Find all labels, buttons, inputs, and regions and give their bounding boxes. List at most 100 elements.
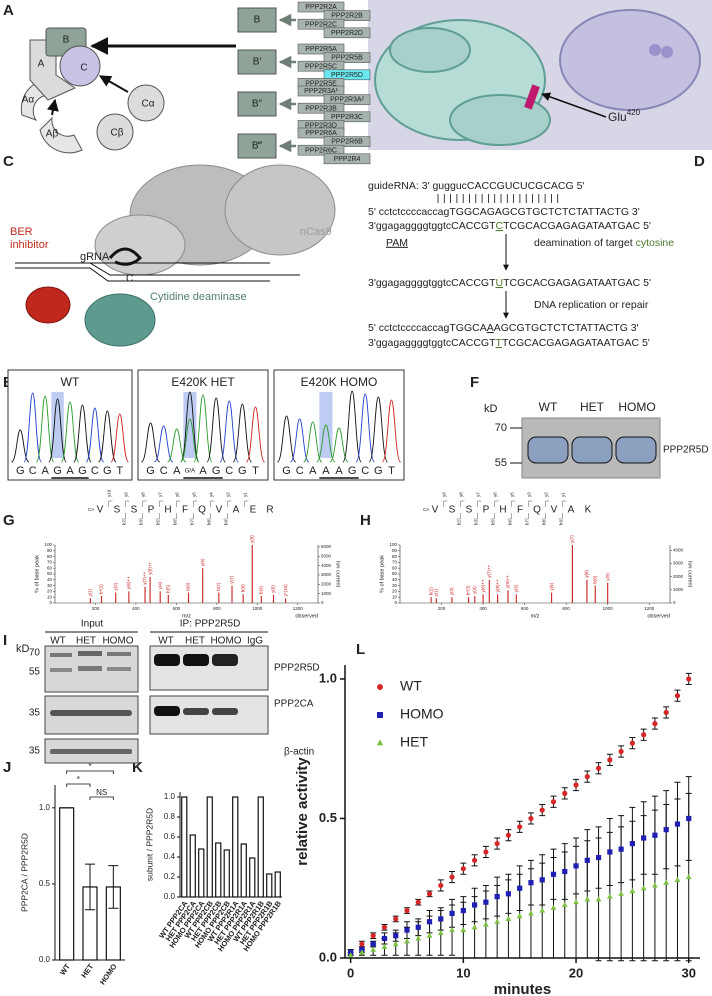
seq-part: ggg <box>411 277 429 289</box>
trace-peak <box>60 401 80 463</box>
point <box>438 882 444 889</box>
point <box>483 899 489 905</box>
member-label: PPP2R3C <box>331 114 363 121</box>
point <box>663 879 670 885</box>
highlight <box>183 392 197 458</box>
point <box>377 712 383 718</box>
y-tick-label: 30 <box>47 583 53 588</box>
point <box>652 832 658 838</box>
band <box>183 708 209 715</box>
ion-label: y1 <box>243 492 248 497</box>
ion-label: y9 <box>124 492 129 497</box>
peak-label: y(6) <box>200 558 205 566</box>
marker-label: 70 <box>495 422 507 434</box>
seq-part: 3'ggagag <box>368 337 411 349</box>
point <box>674 821 681 827</box>
y-tick-label: 10 <box>392 594 398 599</box>
point <box>517 824 523 830</box>
bar <box>198 848 205 898</box>
ion-label: b8 <box>542 519 547 525</box>
ion-bracket <box>227 500 232 507</box>
bar <box>266 873 273 898</box>
point <box>415 899 421 905</box>
residue: F <box>182 505 188 516</box>
point <box>381 943 388 949</box>
lane-label: HOMO <box>210 636 241 647</box>
y-tick-label: 50 <box>392 571 398 576</box>
residue: E <box>250 505 257 516</box>
band <box>78 651 102 656</box>
point <box>539 877 545 883</box>
point <box>641 835 647 841</box>
peak-label: y(2) <box>113 582 118 590</box>
x-tick-label: 10 <box>456 965 470 980</box>
c-alpha-circle <box>127 84 165 122</box>
trace-peak <box>193 394 213 463</box>
base-letter: G <box>16 465 25 477</box>
point <box>539 807 545 813</box>
trace-title: WT <box>61 375 80 389</box>
x-tick-label: 400 <box>479 606 487 611</box>
point <box>539 907 546 913</box>
member-box <box>323 136 371 147</box>
ion-bracket <box>244 500 249 507</box>
lane-label: HET <box>76 636 96 647</box>
point <box>595 896 602 902</box>
seq-part: C <box>496 220 504 232</box>
member-box <box>297 144 345 156</box>
point <box>595 765 602 771</box>
family-box <box>237 7 277 33</box>
y-tick-label: 1.0 <box>319 670 337 685</box>
x-tick-label: 0 <box>347 965 354 980</box>
peak-label: y*(10) <box>283 584 288 597</box>
residue: V <box>216 505 223 516</box>
ip-label: IP: PPP2R5D <box>180 619 241 630</box>
point <box>652 882 658 888</box>
member-label: PPP2R2A <box>305 4 337 11</box>
y-tick-label: 60 <box>392 565 398 570</box>
ion-bracket <box>223 513 228 520</box>
trace-peak <box>303 421 323 463</box>
ion-label: y2 <box>544 492 549 497</box>
member-label: PPP2R2C <box>305 21 337 28</box>
grna-loop <box>108 247 143 266</box>
ion-label: b3 <box>139 519 144 525</box>
peak-label: y(6)++ <box>126 576 131 589</box>
x-axis-label: minutes <box>494 981 552 996</box>
member-label: PPP2R6B <box>331 139 363 146</box>
ion-bracket <box>524 513 529 520</box>
subunit-label: Cβ <box>111 128 124 139</box>
arrow <box>541 92 607 118</box>
band <box>212 654 238 666</box>
base-letter: G <box>374 465 383 477</box>
y-tick-label: 1.0 <box>164 792 176 801</box>
member-label: PPP2R5D <box>331 72 363 79</box>
point <box>573 863 579 869</box>
member-label: PPP2R2B <box>331 13 363 20</box>
point <box>359 949 365 955</box>
point <box>607 757 613 763</box>
marker-label: 35 <box>29 708 41 719</box>
ion-label: y7 <box>158 492 163 497</box>
ion-label: y9 <box>442 492 447 497</box>
ion-bracket <box>142 500 147 507</box>
y-tick-label: 0.5 <box>39 879 51 888</box>
member-label: PPP2R5E <box>305 81 337 88</box>
base-letter: G <box>212 465 221 477</box>
repair-label: DNA replication or repair <box>534 299 649 311</box>
residue: P <box>483 505 490 516</box>
y-tick-label: 20 <box>392 589 398 594</box>
ion-label: b9 <box>559 519 564 525</box>
peak-label: y(8)++ <box>147 562 152 575</box>
panel-label: I <box>3 632 7 649</box>
blot-label: β-actin <box>284 747 314 758</box>
trace-peak <box>329 427 349 463</box>
base-pair-ticks <box>437 194 559 203</box>
residue: A <box>233 505 240 516</box>
point <box>517 885 523 891</box>
y2-tick-label: 4000 <box>673 547 684 552</box>
residue: A <box>568 505 575 516</box>
peak-label: b*(2) <box>99 584 104 594</box>
point <box>674 876 681 882</box>
point <box>618 748 624 755</box>
